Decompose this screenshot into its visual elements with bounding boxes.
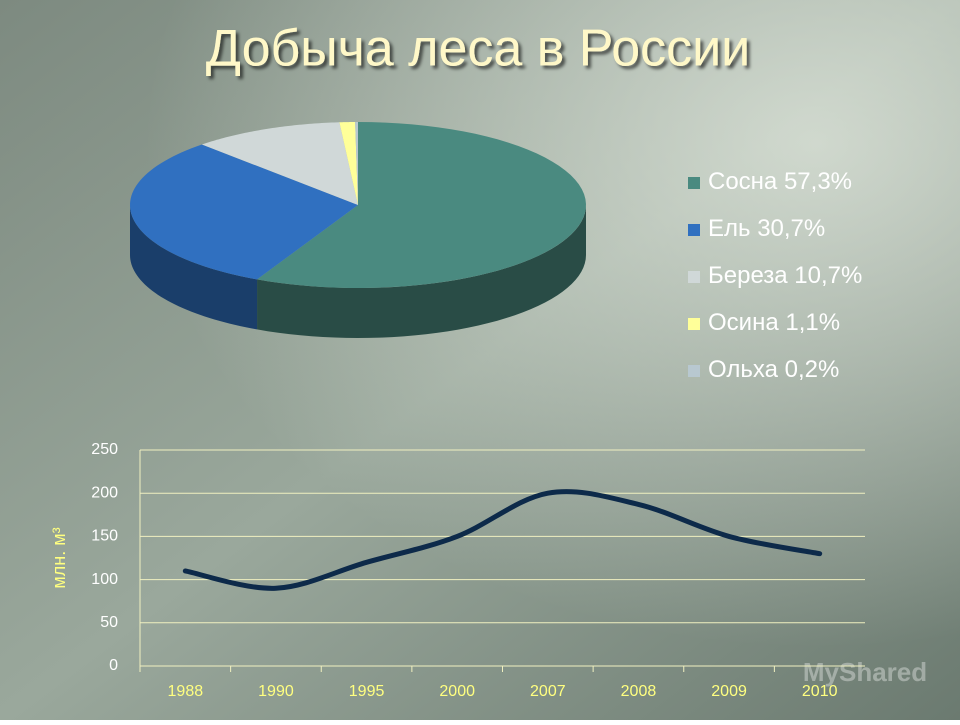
legend-label: Береза 10,7% <box>708 262 862 289</box>
legend-value: 57,3% <box>784 168 852 195</box>
legend-name: Сосна <box>708 168 778 195</box>
pie-slice <box>257 122 586 288</box>
pie-slice <box>339 122 358 205</box>
watermark: MyShared <box>803 657 927 687</box>
y-tick-label: 150 <box>91 528 118 545</box>
y-tick-label: 200 <box>91 484 118 501</box>
legend-name: Ель <box>708 215 751 242</box>
legend-name: Осина <box>708 309 779 336</box>
legend-swatch <box>688 224 700 236</box>
x-tick-label: 1995 <box>349 683 385 700</box>
x-tick-label: 1990 <box>258 683 294 700</box>
y-axis-label: млн. м³ <box>49 527 69 588</box>
legend-value: 10,7% <box>794 262 862 289</box>
slide-title: Добыча леса в России <box>206 20 750 78</box>
y-tick-label: 50 <box>100 614 118 631</box>
legend-label: Ель 30,7% <box>708 215 825 242</box>
y-tick-label: 0 <box>109 657 118 674</box>
x-tick-label: 2009 <box>711 683 747 700</box>
legend-label: Осина 1,1% <box>708 309 840 336</box>
pie-slice <box>201 122 358 205</box>
x-tick-label: 2008 <box>621 683 657 700</box>
legend-label: Ольха 0,2% <box>708 356 839 383</box>
legend-name: Ольха <box>708 356 779 383</box>
y-tick-label: 100 <box>91 571 118 588</box>
legend-swatch <box>688 318 700 330</box>
legend-swatch <box>688 177 700 189</box>
legend-label: Сосна 57,3% <box>708 168 852 195</box>
pie-slice-side <box>130 205 258 330</box>
legend-swatch <box>688 271 700 283</box>
pie-slice <box>130 144 358 280</box>
legend-value: 1,1% <box>785 309 840 336</box>
legend-name: Береза <box>708 262 788 289</box>
x-tick-label: 2007 <box>530 683 566 700</box>
x-tick-label: 1988 <box>168 683 204 700</box>
pie-slice-side <box>257 205 586 338</box>
line-series <box>182 489 823 591</box>
legend-swatch <box>688 365 700 377</box>
y-tick-label: 250 <box>91 441 118 458</box>
pie-slice <box>355 122 358 205</box>
x-tick-label: 2010 <box>802 683 838 700</box>
legend-value: 0,2% <box>785 356 840 383</box>
x-tick-label: 2000 <box>439 683 475 700</box>
legend-value: 30,7% <box>757 215 825 242</box>
